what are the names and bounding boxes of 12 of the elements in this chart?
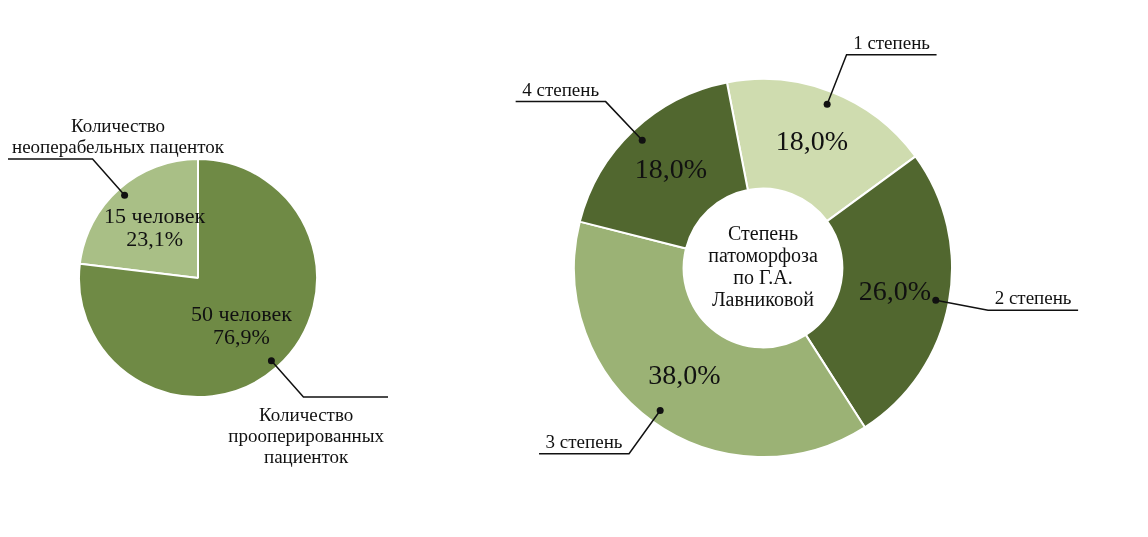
slice-label: 1 степень bbox=[853, 31, 931, 53]
slice-label: Количество неоперабельных паценток bbox=[12, 115, 225, 157]
data-label: 26,0% bbox=[858, 275, 932, 307]
slice-label: 2 степень bbox=[994, 287, 1072, 309]
slice-label: Количество прооперированных пациенток bbox=[228, 404, 385, 467]
text: Степень патоморфоза по Г.А. Лавниковой bbox=[708, 222, 818, 311]
data-label: 18,0% bbox=[634, 152, 707, 184]
data-label: 38,0% bbox=[648, 359, 721, 391]
data-label: 50 человек 76,9% bbox=[190, 301, 293, 350]
slice-label: 3 степень bbox=[545, 430, 623, 452]
slice-label: 4 степень bbox=[522, 78, 600, 100]
data-label: 18,0% bbox=[775, 125, 849, 157]
